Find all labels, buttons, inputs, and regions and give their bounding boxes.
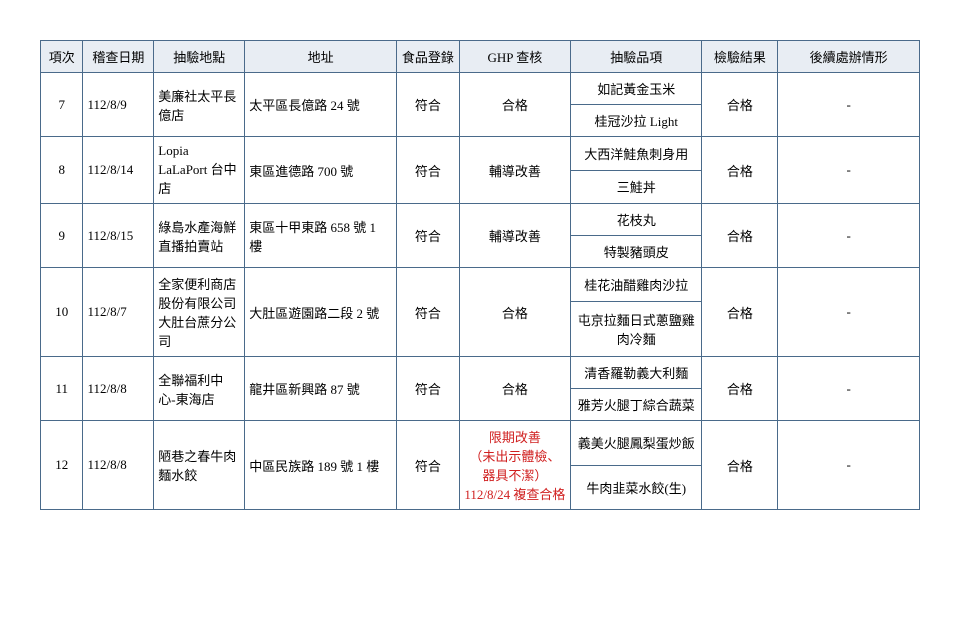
- cell-ghp: 限期改善（未出示體檢、器具不潔）112/8/24 複查合格: [459, 421, 570, 510]
- cell-item: 大西洋鮭魚刺身用: [570, 137, 701, 171]
- cell-result: 合格: [702, 73, 778, 137]
- cell-result: 合格: [702, 421, 778, 510]
- cell-item: 特製豬頭皮: [570, 236, 701, 268]
- cell-place: 美廉社太平長億店: [154, 73, 245, 137]
- ghp-line: 112/8/24 複查合格: [464, 484, 566, 503]
- table-row: 8112/8/14Lopia LaLaPort 台中店東區進德路 700 號符合…: [41, 137, 920, 171]
- cell-no: 7: [41, 73, 83, 137]
- col-header-6: 抽驗品項: [570, 41, 701, 73]
- col-header-0: 項次: [41, 41, 83, 73]
- table-row: 12112/8/8陋巷之春牛肉麵水餃中區民族路 189 號 1 樓符合限期改善（…: [41, 421, 920, 466]
- cell-ghp: 輔導改善: [459, 204, 570, 268]
- ghp-line: （未出示體檢、器具不潔）: [464, 446, 566, 484]
- cell-ghp: 合格: [459, 357, 570, 421]
- cell-no: 8: [41, 137, 83, 204]
- cell-ghp: 輔導改善: [459, 137, 570, 204]
- cell-place: 陋巷之春牛肉麵水餃: [154, 421, 245, 510]
- col-header-7: 檢驗結果: [702, 41, 778, 73]
- ghp-line: 限期改善: [464, 427, 566, 446]
- cell-place: 全聯福利中心-東海店: [154, 357, 245, 421]
- table-row: 10112/8/7全家便利商店股份有限公司大肚台蔗分公司大肚區遊園路二段 2 號…: [41, 268, 920, 302]
- cell-no: 11: [41, 357, 83, 421]
- cell-reg: 符合: [397, 357, 460, 421]
- cell-result: 合格: [702, 204, 778, 268]
- cell-addr: 東區十甲東路 658 號 1 樓: [245, 204, 397, 268]
- header-row: 項次稽查日期抽驗地點地址食品登錄GHP 查核抽驗品項檢驗結果後續處辦情形: [41, 41, 920, 73]
- cell-reg: 符合: [397, 204, 460, 268]
- cell-addr: 龍井區新興路 87 號: [245, 357, 397, 421]
- cell-item: 屯京拉麵日式蔥鹽雞肉冷麵: [570, 302, 701, 357]
- cell-item: 桂冠沙拉 Light: [570, 105, 701, 137]
- table-body: 7112/8/9美廉社太平長億店太平區長億路 24 號符合合格如記黃金玉米合格-…: [41, 73, 920, 510]
- cell-addr: 東區進德路 700 號: [245, 137, 397, 204]
- table-row: 7112/8/9美廉社太平長億店太平區長億路 24 號符合合格如記黃金玉米合格-: [41, 73, 920, 105]
- cell-no: 10: [41, 268, 83, 357]
- inspection-table: 項次稽查日期抽驗地點地址食品登錄GHP 查核抽驗品項檢驗結果後續處辦情形 711…: [40, 40, 920, 510]
- cell-item: 桂花油醋雞肉沙拉: [570, 268, 701, 302]
- cell-item: 花枝丸: [570, 204, 701, 236]
- cell-date: 112/8/9: [83, 73, 154, 137]
- cell-date: 112/8/15: [83, 204, 154, 268]
- cell-addr: 太平區長億路 24 號: [245, 73, 397, 137]
- col-header-4: 食品登錄: [397, 41, 460, 73]
- col-header-2: 抽驗地點: [154, 41, 245, 73]
- cell-follow: -: [778, 357, 920, 421]
- cell-date: 112/8/7: [83, 268, 154, 357]
- cell-item: 如記黃金玉米: [570, 73, 701, 105]
- cell-reg: 符合: [397, 137, 460, 204]
- cell-place: Lopia LaLaPort 台中店: [154, 137, 245, 204]
- cell-place: 全家便利商店股份有限公司大肚台蔗分公司: [154, 268, 245, 357]
- table-head: 項次稽查日期抽驗地點地址食品登錄GHP 查核抽驗品項檢驗結果後續處辦情形: [41, 41, 920, 73]
- table-row: 9112/8/15綠島水產海鮮直播拍賣站東區十甲東路 658 號 1 樓符合輔導…: [41, 204, 920, 236]
- cell-follow: -: [778, 204, 920, 268]
- col-header-8: 後續處辦情形: [778, 41, 920, 73]
- cell-item: 雅芳火腿丁綜合蔬菜: [570, 389, 701, 421]
- cell-reg: 符合: [397, 421, 460, 510]
- cell-addr: 中區民族路 189 號 1 樓: [245, 421, 397, 510]
- cell-date: 112/8/8: [83, 357, 154, 421]
- cell-place: 綠島水產海鮮直播拍賣站: [154, 204, 245, 268]
- cell-date: 112/8/14: [83, 137, 154, 204]
- cell-result: 合格: [702, 268, 778, 357]
- cell-no: 12: [41, 421, 83, 510]
- cell-date: 112/8/8: [83, 421, 154, 510]
- cell-no: 9: [41, 204, 83, 268]
- cell-item: 牛肉韭菜水餃(生): [570, 465, 701, 510]
- cell-addr: 大肚區遊園路二段 2 號: [245, 268, 397, 357]
- cell-result: 合格: [702, 137, 778, 204]
- cell-reg: 符合: [397, 268, 460, 357]
- cell-item: 清香羅勒義大利麵: [570, 357, 701, 389]
- cell-item: 三鮭丼: [570, 170, 701, 204]
- col-header-1: 稽查日期: [83, 41, 154, 73]
- col-header-5: GHP 查核: [459, 41, 570, 73]
- cell-result: 合格: [702, 357, 778, 421]
- inspection-table-wrapper: 項次稽查日期抽驗地點地址食品登錄GHP 查核抽驗品項檢驗結果後續處辦情形 711…: [40, 40, 920, 510]
- cell-ghp: 合格: [459, 268, 570, 357]
- cell-follow: -: [778, 268, 920, 357]
- cell-follow: -: [778, 421, 920, 510]
- col-header-3: 地址: [245, 41, 397, 73]
- cell-item: 義美火腿鳳梨蛋炒飯: [570, 421, 701, 466]
- cell-follow: -: [778, 137, 920, 204]
- cell-reg: 符合: [397, 73, 460, 137]
- table-row: 11112/8/8全聯福利中心-東海店龍井區新興路 87 號符合合格清香羅勒義大…: [41, 357, 920, 389]
- cell-follow: -: [778, 73, 920, 137]
- cell-ghp: 合格: [459, 73, 570, 137]
